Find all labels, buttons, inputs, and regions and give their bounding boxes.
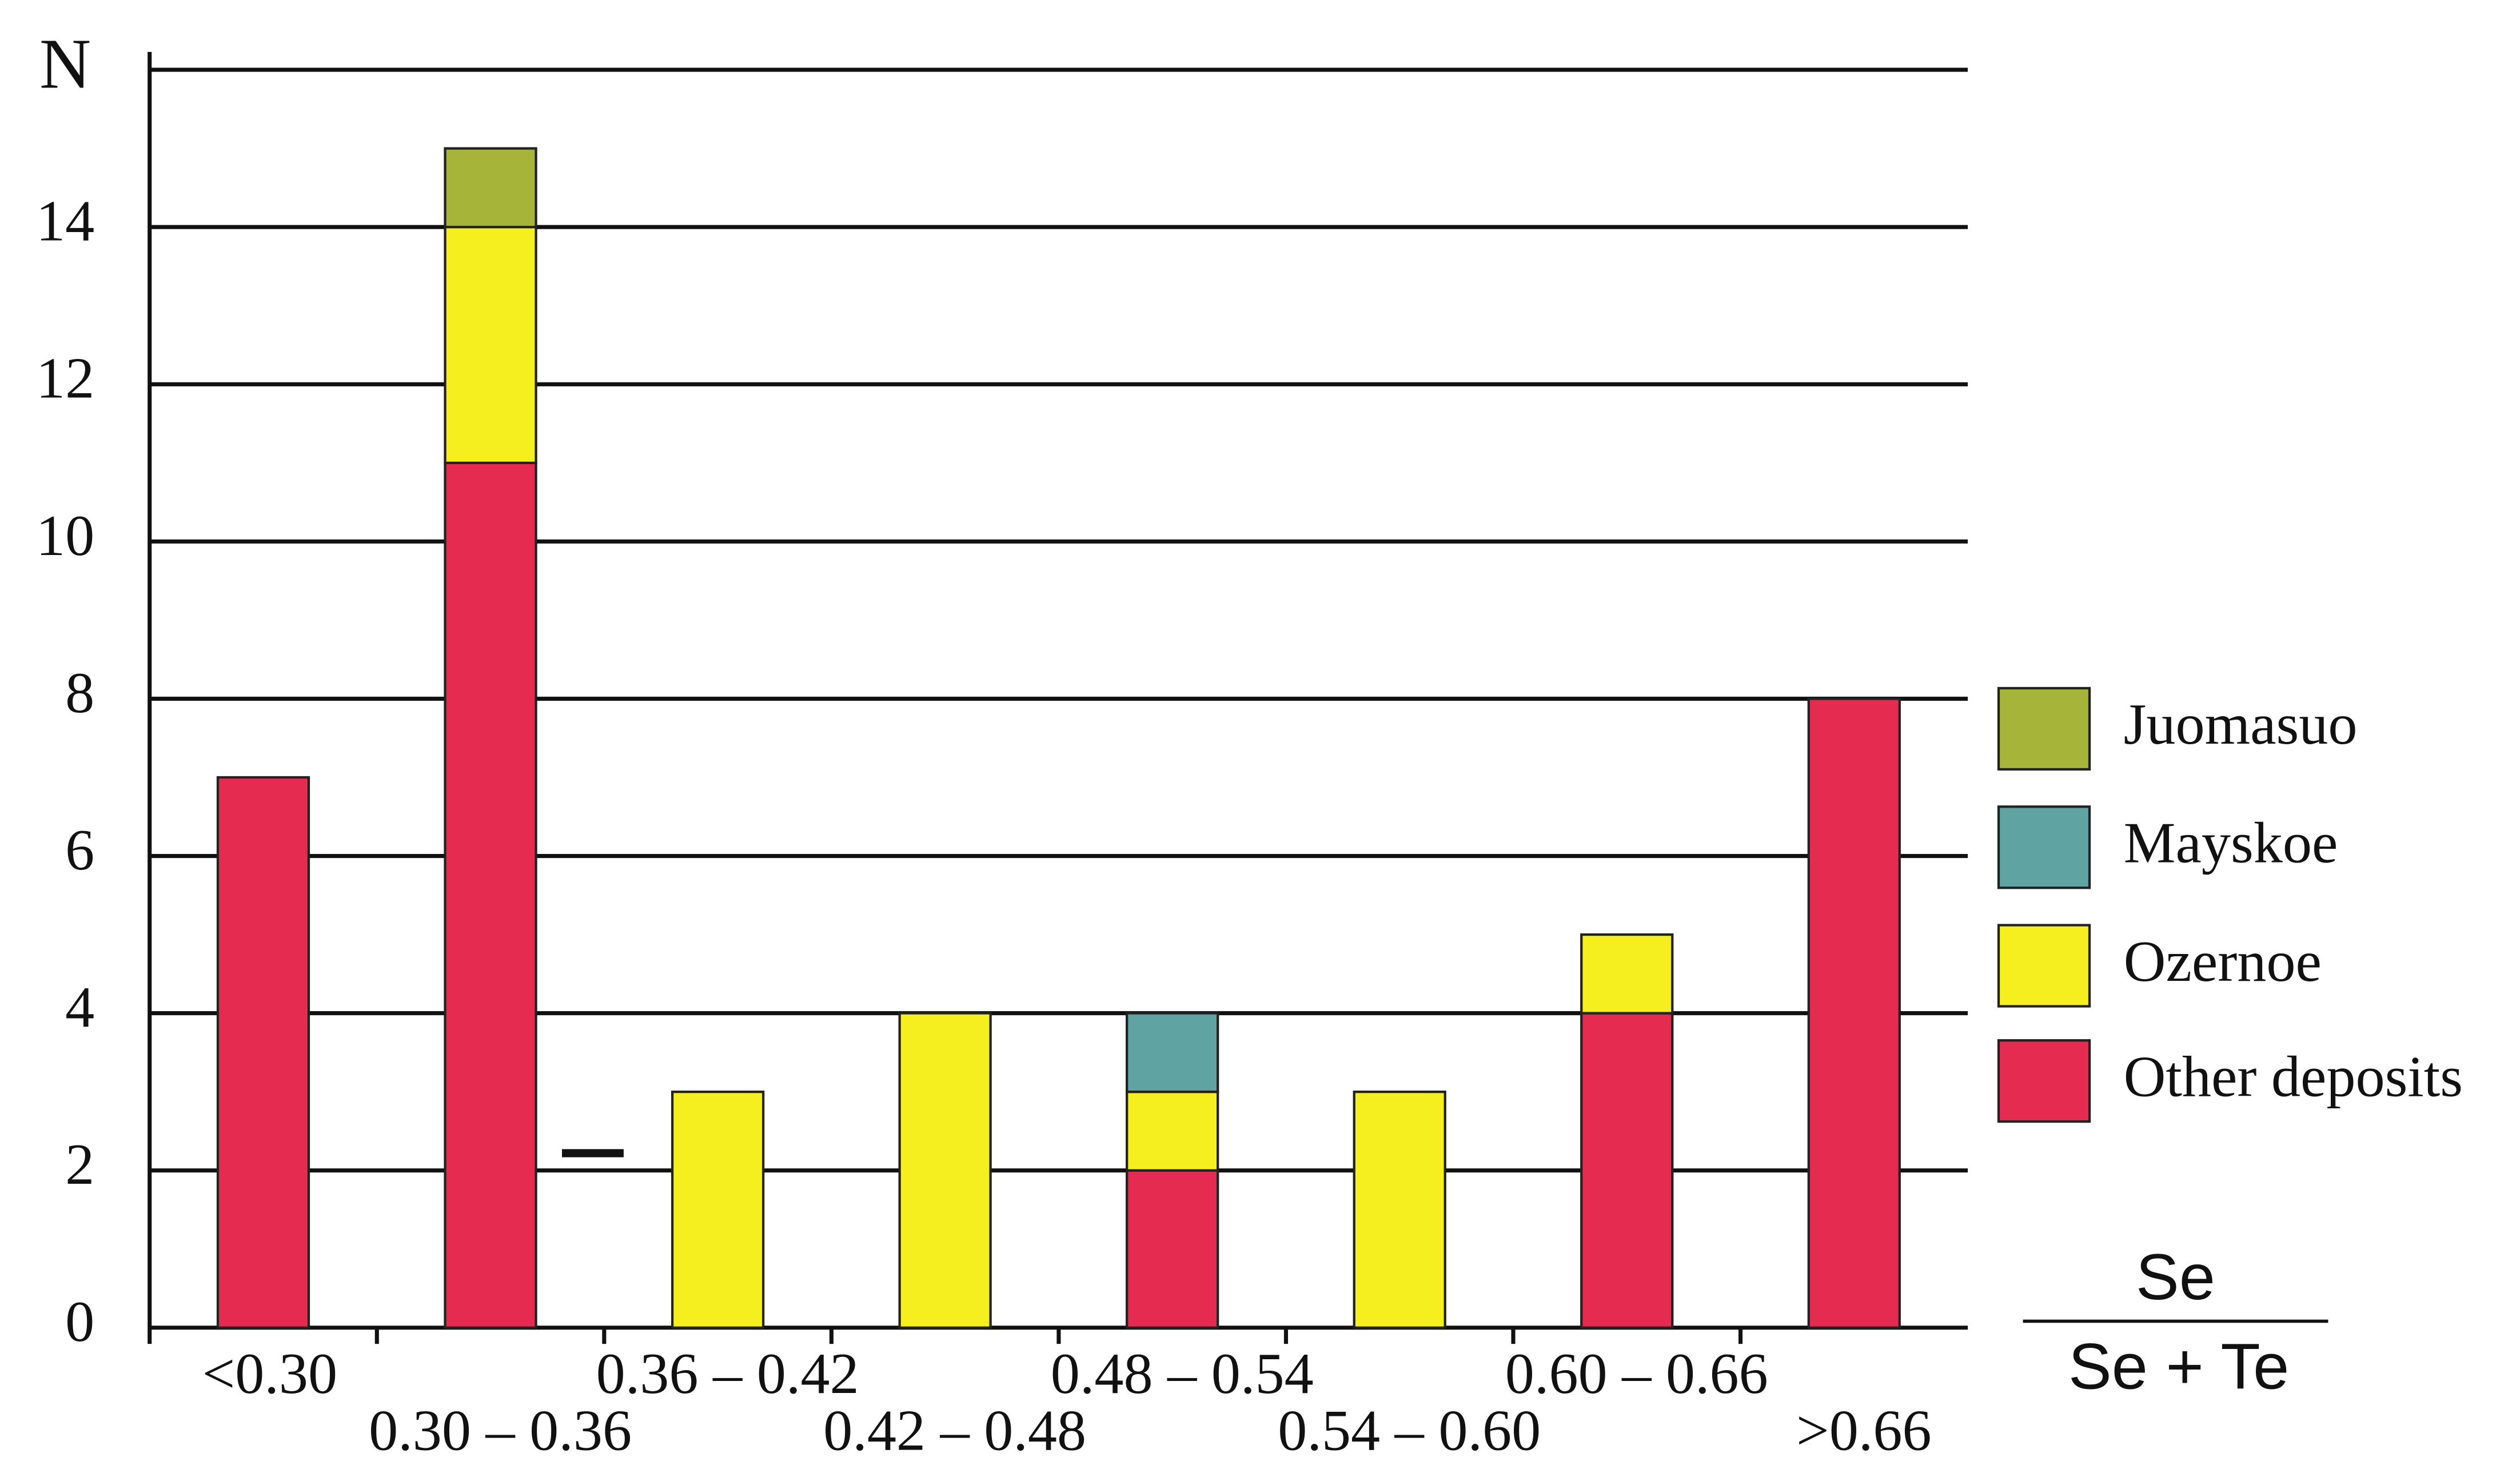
bar-segment [1126, 1012, 1219, 1093]
bar-segment [444, 226, 537, 464]
x-tick-label: 0.54 – 0.60 [1278, 1398, 1541, 1463]
legend-label: Mayskoe [2124, 811, 2338, 876]
legend-label: Juomasuo [2124, 692, 2358, 757]
y-tick-label: 14 [36, 189, 94, 254]
y-tick-label: 0 [65, 1290, 94, 1354]
legend-swatch [1997, 1039, 2091, 1123]
bar-segment [1126, 1091, 1219, 1172]
dash-annotation [561, 1149, 624, 1157]
legend-swatch [1997, 805, 2091, 889]
x-tick-label: 0.30 – 0.36 [369, 1398, 632, 1463]
y-tick-label: 8 [65, 661, 94, 725]
legend-label: Ozernoe [2124, 929, 2322, 994]
x-axis-label-denominator: Se + Te [2068, 1330, 2289, 1403]
bar-segment [1126, 1169, 1219, 1329]
bar-segment [1353, 1091, 1446, 1329]
x-tick-label: >0.66 [1796, 1398, 1932, 1463]
y-axis-label: N [39, 25, 91, 104]
bar-segment [444, 147, 537, 229]
x-tick-label: 0.36 – 0.42 [596, 1342, 859, 1406]
y-tick-label: 4 [65, 975, 94, 1040]
legend-swatch [1997, 686, 2091, 771]
bar-segment [444, 461, 537, 1329]
bar-segment [671, 1091, 765, 1329]
legend-swatch [1997, 924, 2091, 1008]
x-tick-label: <0.30 [202, 1342, 338, 1406]
y-tick-label: 6 [65, 818, 94, 883]
bar-segment [1580, 933, 1674, 1015]
bar-segment [898, 1012, 992, 1329]
y-tick-label: 12 [36, 346, 94, 411]
x-tick-label: 0.42 – 0.48 [823, 1398, 1086, 1463]
bar-segment [1580, 1012, 1674, 1329]
x-tick-label: 0.48 – 0.54 [1051, 1342, 1314, 1406]
x-tick-label: 0.60 – 0.66 [1505, 1342, 1768, 1406]
bar-segment [216, 776, 310, 1329]
y-tick-label: 2 [65, 1132, 94, 1197]
x-axis-label-numerator: Se [2136, 1241, 2215, 1314]
bar-segment [1807, 697, 1901, 1329]
y-tick-label: 10 [36, 504, 94, 568]
legend-label: Other deposits [2124, 1044, 2463, 1109]
